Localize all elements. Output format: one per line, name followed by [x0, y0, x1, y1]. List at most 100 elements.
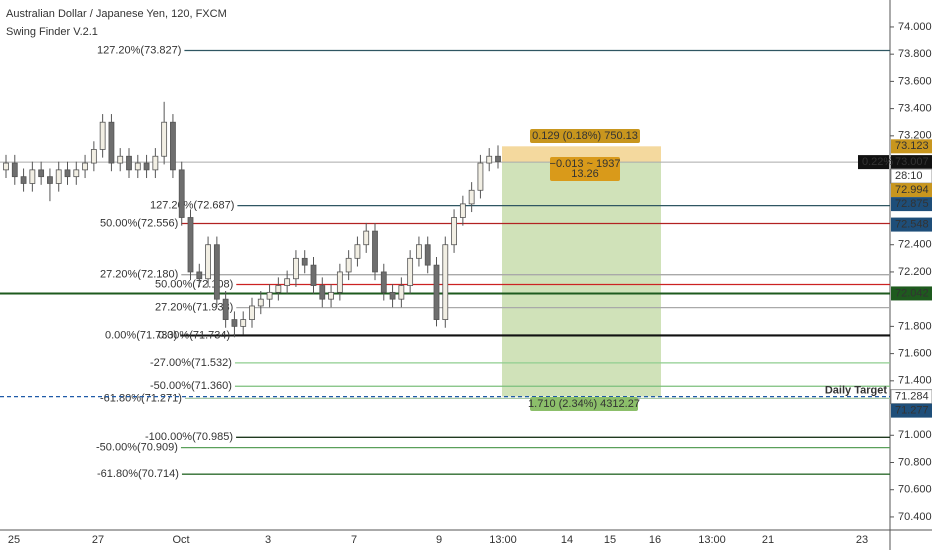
level-label: 0.00%(71.733) [105, 329, 177, 341]
price-label-box [891, 217, 932, 232]
candle-body [433, 264, 440, 320]
candle-body [29, 169, 36, 184]
candle-body [178, 169, 185, 218]
x-tick-label: 25 [8, 534, 20, 546]
y-tick-label: 73.200 [898, 130, 932, 142]
y-tick-label: 70.600 [898, 484, 932, 496]
price-label-box [891, 155, 932, 170]
daily-target-label: Daily Target [825, 385, 887, 397]
chart-subtitle: Swing Finder V.2.1 [6, 26, 98, 38]
target-label-box [530, 397, 638, 411]
level-label: 50.00%(72.556) [100, 217, 178, 229]
candle-body [82, 162, 88, 171]
x-tick-label: 13:00 [698, 534, 726, 546]
candle-body [38, 169, 45, 178]
y-tick-label: 73.400 [898, 103, 932, 115]
candle-body [319, 285, 326, 300]
stop-label: 0.129 (0.18%) 750.13 [532, 130, 638, 142]
candle-body [416, 244, 422, 259]
y-tick-label: 74.000 [898, 21, 932, 33]
y-tick-label: 72.200 [898, 266, 932, 278]
x-tick-label: 23 [856, 534, 868, 546]
y-tick-label: 70.800 [898, 456, 932, 468]
price-label-box [891, 286, 932, 301]
candle-body [108, 121, 115, 164]
x-tick-label: 21 [762, 534, 774, 546]
x-tick-label: 3 [265, 534, 271, 546]
candle-body [468, 189, 475, 205]
candle-body [372, 230, 378, 273]
candle-body [213, 244, 220, 300]
candle-body [284, 278, 291, 286]
stop-label-box [530, 129, 640, 143]
y-tick-label: 71.800 [898, 320, 932, 332]
candle-body [310, 264, 317, 286]
candle-body [126, 155, 132, 171]
y-tick-label: 70.400 [898, 511, 932, 523]
candle-body [11, 162, 18, 178]
candle-body [152, 155, 159, 171]
level-label: 50.00%(72.108) [155, 278, 233, 290]
level-label: -100.00%(70.985) [145, 431, 233, 443]
candle-body [424, 244, 431, 266]
x-tick-label: 7 [351, 534, 357, 546]
candle-body [495, 155, 501, 163]
candle-body [90, 149, 97, 164]
candle-body [134, 162, 141, 171]
candle-body [398, 285, 405, 300]
candle-body [486, 155, 493, 164]
candle-body [301, 257, 308, 266]
mid-label: 13.26 [571, 168, 599, 180]
candle-body [231, 319, 238, 327]
candle-body [222, 298, 229, 320]
y-tick-label: 72.400 [898, 239, 932, 251]
candle-body [389, 291, 396, 300]
candle-body [336, 271, 343, 293]
x-tick-label: 13:00 [489, 534, 517, 546]
price-label-box [891, 403, 932, 418]
y-tick-label: 71.400 [898, 375, 932, 387]
target-area [502, 162, 661, 397]
level-label: -50.00%(70.909) [96, 442, 178, 454]
candle-body [451, 217, 457, 246]
x-tick-label: 15 [604, 534, 616, 546]
y-tick-label: 71.000 [898, 429, 932, 441]
candle-body [170, 121, 176, 171]
price-label: 72.042 [895, 287, 929, 299]
candle-body [187, 217, 194, 273]
candle-body [345, 257, 352, 273]
candle-body [293, 257, 299, 280]
candle-body [3, 162, 9, 171]
candle-body [477, 162, 484, 191]
x-tick-label: 27 [92, 534, 104, 546]
price-label: 72.994 [895, 184, 929, 196]
level-label: -50.00%(71.360) [150, 380, 232, 392]
change-label: 0.22% [862, 156, 893, 168]
price-label: 73.007 [895, 156, 929, 168]
candle-body [64, 169, 71, 178]
candle-body [47, 176, 53, 184]
x-tick-label: 16 [649, 534, 661, 546]
candle-body [20, 176, 27, 184]
candle-body [363, 230, 370, 246]
candle-body [73, 169, 80, 178]
candle-body [240, 319, 247, 327]
candle-body [266, 291, 273, 300]
level-label: 27.20%(72.180) [100, 269, 178, 281]
level-label: 27.20%(71.938) [155, 302, 233, 314]
candle-body [328, 291, 334, 300]
candle-body [55, 169, 62, 184]
price-label: 72.875 [895, 198, 929, 210]
level-label: -27.00%(71.532) [150, 357, 232, 369]
price-label-box [891, 183, 932, 198]
y-tick-label: 73.600 [898, 75, 932, 87]
stop-area [502, 146, 661, 163]
x-tick-label: Oct [172, 534, 189, 546]
candle-body [275, 285, 282, 293]
level-label: 0.00%(71.734) [158, 329, 230, 341]
candle-body [143, 162, 150, 171]
candle-body [205, 244, 211, 280]
x-tick-label: 14 [561, 534, 573, 546]
candle-body [380, 271, 387, 293]
candle-body [257, 298, 264, 307]
